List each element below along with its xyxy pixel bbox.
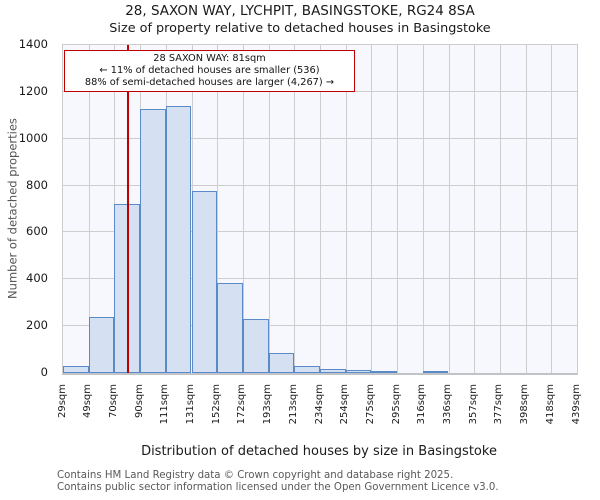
x-tick-label: 439sqm xyxy=(570,384,582,425)
x-tick-label: 316sqm xyxy=(416,384,428,425)
x-tick-label: 418sqm xyxy=(544,384,556,425)
v-gridline xyxy=(88,45,90,373)
x-tick-label: 213sqm xyxy=(287,384,299,425)
histogram-bar xyxy=(165,105,192,373)
annotation-line-3: 88% of semi-detached houses are larger (… xyxy=(84,77,335,89)
x-tick-label: 377sqm xyxy=(493,384,505,425)
marker-annotation-box: 28 SAXON WAY: 81sqm ← 11% of detached ho… xyxy=(64,50,355,93)
chart-title: 28, SAXON WAY, LYCHPIT, BASINGSTOKE, RG2… xyxy=(125,3,475,19)
y-tick-label: 200 xyxy=(26,318,48,333)
v-gridline xyxy=(474,45,476,373)
histogram-bar xyxy=(217,282,243,373)
x-tick-label: 336sqm xyxy=(442,384,453,425)
histogram-bar xyxy=(294,366,320,373)
property-size-marker-line xyxy=(127,45,129,373)
v-gridline xyxy=(242,45,244,373)
v-gridline xyxy=(294,45,296,373)
v-gridline xyxy=(371,45,373,373)
y-tick-label: 800 xyxy=(26,177,48,192)
histogram-bar xyxy=(242,319,269,373)
x-tick-label: 49sqm xyxy=(82,384,94,419)
y-tick-label: 1000 xyxy=(18,130,48,145)
x-tick-label: 275sqm xyxy=(364,384,376,425)
x-tick-label: 254sqm xyxy=(339,384,351,425)
chart-subtitle: Size of property relative to detached ho… xyxy=(109,21,491,36)
x-tick-label: 90sqm xyxy=(133,384,145,419)
x-tick-label: 70sqm xyxy=(107,384,119,419)
histogram-bar xyxy=(320,369,346,373)
histogram-bar xyxy=(63,365,89,373)
x-tick-label: 152sqm xyxy=(210,384,222,425)
footer-attribution-line-2: Contains public sector information licen… xyxy=(57,482,499,493)
y-tick-label: 600 xyxy=(26,224,48,239)
x-tick-label: 172sqm xyxy=(236,384,248,425)
histogram-bar xyxy=(114,204,141,373)
v-gridline xyxy=(499,45,501,373)
histogram-bar xyxy=(371,371,398,373)
v-gridline xyxy=(345,45,347,373)
annotation-line-2: ← 11% of detached houses are smaller (53… xyxy=(99,65,320,77)
histogram-bar xyxy=(422,371,449,373)
x-axis-title: Distribution of detached houses by size … xyxy=(141,444,497,459)
histogram-bar xyxy=(345,370,372,373)
v-gridline xyxy=(525,45,527,373)
histogram-bar xyxy=(268,353,295,373)
histogram-bar xyxy=(191,191,218,373)
x-tick-label: 111sqm xyxy=(159,384,171,425)
x-tick-label: 131sqm xyxy=(185,384,196,425)
histogram-bar xyxy=(140,109,166,373)
v-gridline xyxy=(448,45,450,373)
histogram-bar xyxy=(88,316,115,373)
y-tick-label: 0 xyxy=(40,365,48,379)
x-tick-label: 193sqm xyxy=(262,384,274,425)
v-gridline xyxy=(320,45,321,373)
v-gridline xyxy=(551,45,553,373)
x-tick-label: 29sqm xyxy=(56,384,68,419)
annotation-line-1: 28 SAXON WAY: 81sqm xyxy=(153,53,266,64)
v-gridline xyxy=(217,45,219,373)
y-tick-label: 1400 xyxy=(18,37,48,51)
y-tick-label: 1200 xyxy=(18,83,48,98)
x-tick-label: 234sqm xyxy=(313,384,325,425)
v-gridline xyxy=(397,45,399,373)
x-tick-label: 357sqm xyxy=(467,384,479,425)
y-tick-label: 400 xyxy=(26,271,48,286)
plot-area: 28 SAXON WAY: 81sqm ← 11% of detached ho… xyxy=(62,44,578,375)
v-gridline xyxy=(422,45,424,373)
x-tick-label: 295sqm xyxy=(390,384,402,425)
v-gridline xyxy=(268,45,270,373)
footer-attribution-line-1: Contains HM Land Registry data © Crown c… xyxy=(57,470,454,481)
x-tick-label: 398sqm xyxy=(519,384,531,425)
